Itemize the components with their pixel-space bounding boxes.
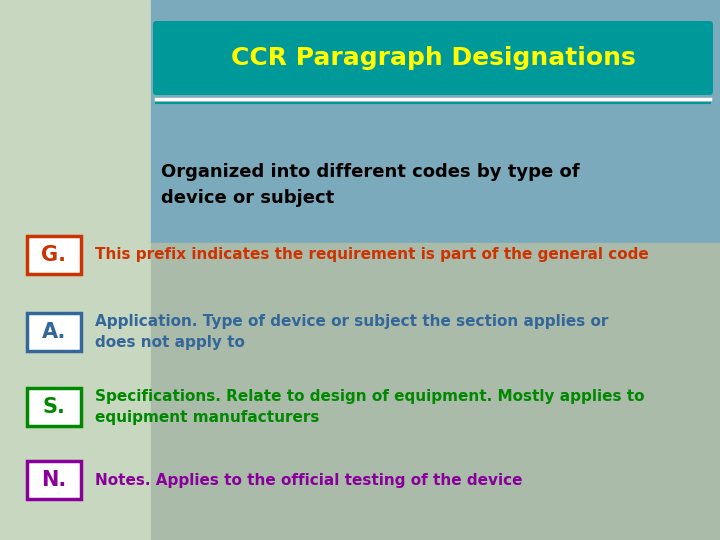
Text: N.: N. [41, 470, 67, 490]
FancyBboxPatch shape [27, 388, 81, 426]
Text: Notes. Applies to the official testing of the device: Notes. Applies to the official testing o… [95, 472, 523, 488]
FancyBboxPatch shape [27, 461, 81, 499]
Text: This prefix indicates the requirement is part of the general code: This prefix indicates the requirement is… [95, 247, 649, 262]
FancyBboxPatch shape [153, 21, 713, 95]
Text: A.: A. [42, 322, 66, 342]
Text: S.: S. [42, 397, 66, 417]
Bar [151, 243, 720, 540]
Bar [0, 0, 151, 540]
Text: Specifications. Relate to design of equipment. Mostly applies to
equipment manuf: Specifications. Relate to design of equi… [95, 389, 644, 425]
Bar [151, 0, 720, 243]
Text: Organized into different codes by type of
device or subject: Organized into different codes by type o… [161, 163, 580, 207]
FancyBboxPatch shape [27, 313, 81, 351]
Text: Application. Type of device or subject the section applies or
does not apply to: Application. Type of device or subject t… [95, 314, 608, 350]
FancyBboxPatch shape [27, 236, 81, 274]
Text: G.: G. [42, 245, 66, 265]
Text: CCR Paragraph Designations: CCR Paragraph Designations [230, 46, 635, 70]
